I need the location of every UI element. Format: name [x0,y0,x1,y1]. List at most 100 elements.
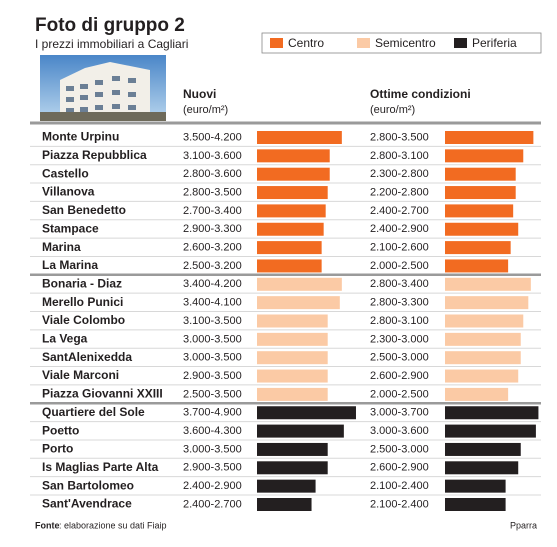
bar [257,479,316,493]
range-label: 2.400-2.700 [183,498,242,510]
range-label: 2.800-3.500 [370,131,429,143]
row-name: Monte Urpinu [42,130,119,144]
bar [445,369,519,383]
bar [445,332,521,346]
range-label: 2.500-3.200 [183,260,242,272]
bar [257,351,328,365]
bar [257,369,328,383]
bar [445,259,509,273]
bar [257,461,328,475]
bar [445,131,534,144]
column-title: Nuovi [183,87,216,101]
column-unit: (euro/m²) [370,104,415,116]
chart-subtitle: I prezzi immobiliari a Cagliari [35,37,188,51]
row-name: Is Maglias Parte Alta [42,460,159,474]
row-name: San Benedetto [42,203,126,217]
photo [40,55,166,121]
row-name: Poetto [42,423,79,437]
range-label: 2.800-3.100 [370,315,429,327]
bar [445,222,519,236]
bar [257,259,322,273]
column-unit: (euro/m²) [183,104,228,116]
range-label: 2.300-3.000 [370,333,429,345]
bar [445,424,536,438]
legend-label: Periferia [472,36,517,50]
bar [257,424,344,438]
bar [257,314,328,328]
bar [445,314,524,328]
bar [445,442,521,456]
range-label: 2.600-3.200 [183,242,242,254]
row-name: Porto [42,442,73,456]
range-label: 2.800-3.500 [183,186,242,198]
range-label: 3.100-3.600 [183,150,242,162]
range-label: 2.500-3.000 [370,352,429,364]
range-label: 2.900-3.500 [183,462,242,474]
range-label: 2.500-3.500 [183,388,242,400]
range-label: 3.700-4.900 [183,407,242,419]
range-label: 3.100-3.500 [183,315,242,327]
bar [445,498,506,511]
range-label: 3.000-3.700 [370,407,429,419]
bar [257,387,328,401]
bar [445,149,524,163]
bar [445,479,506,493]
legend-swatch [454,38,467,48]
range-label: 2.000-2.500 [370,260,429,272]
bar [445,241,511,255]
row-name: Castello [42,166,89,180]
row-name: Sant'Avendrace [42,497,132,511]
range-label: 2.200-2.800 [370,186,429,198]
range-label: 3.400-4.200 [183,278,242,290]
bar [257,442,328,456]
row-name: Viale Colombo [42,313,125,327]
legend-box [261,32,542,54]
row-name: La Marina [42,258,98,272]
range-label: 2.100-2.400 [370,480,429,492]
range-label: 2.800-3.400 [370,278,429,290]
bar [257,204,326,218]
row-name: San Bartolomeo [42,478,134,492]
row-name: Piazza Giovanni XXIII [42,387,163,401]
bar [257,332,328,346]
source-label: Fonte [35,520,60,530]
chart-title: Foto di gruppo 2 [35,15,185,36]
bar [257,277,342,291]
bar [257,498,312,511]
range-label: 2.600-2.900 [370,370,429,382]
row-name: SantAlenixedda [42,350,132,364]
range-label: 3.000-3.500 [183,352,242,364]
row-name: La Vega [42,332,88,346]
range-label: 3.000-3.500 [183,443,242,455]
bar [257,296,340,310]
range-label: 2.800-3.100 [370,150,429,162]
bar [445,351,521,365]
bar [445,296,529,310]
row-name: Viale Marconi [42,368,119,382]
credit: Pparra [510,520,537,530]
range-label: 3.600-4.300 [183,425,242,437]
range-label: 2.400-2.700 [370,205,429,217]
range-label: 2.700-3.400 [183,205,242,217]
legend-label: Centro [288,36,324,50]
bar [445,461,519,475]
row-name: Bonaria - Diaz [42,276,122,290]
range-label: 3.400-4.100 [183,297,242,309]
range-label: 2.300-2.800 [370,168,429,180]
range-label: 2.400-2.900 [183,480,242,492]
row-name: Quartiere del Sole [42,405,145,419]
row-name: Marina [42,240,81,254]
legend-label: Semicentro [375,36,436,50]
range-label: 3.000-3.500 [183,333,242,345]
bar [257,406,356,420]
legend-swatch [270,38,283,48]
bar [445,387,509,401]
bar [257,149,330,163]
row-name: Merello Punici [42,295,123,309]
range-label: 2.800-3.300 [370,297,429,309]
range-label: 2.100-2.600 [370,242,429,254]
bar [445,186,516,200]
range-label: 3.500-4.200 [183,131,242,143]
bar [445,204,514,218]
